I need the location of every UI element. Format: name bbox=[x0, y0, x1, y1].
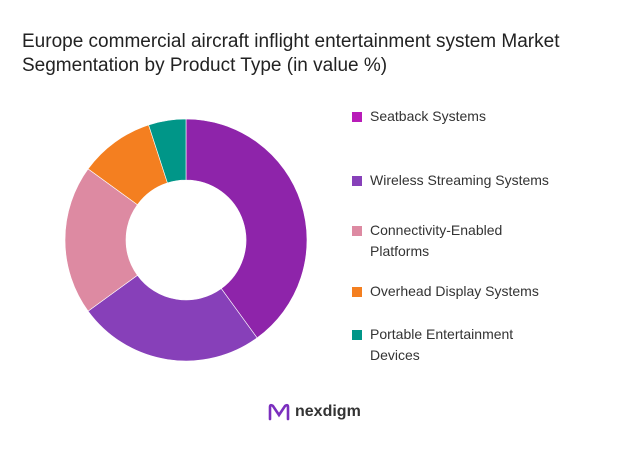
legend-swatch bbox=[352, 330, 362, 340]
legend-label: Overhead Display Systems bbox=[370, 283, 539, 299]
slice-wireless-streaming-systems bbox=[87, 274, 258, 362]
legend-label: Seatback Systems bbox=[370, 108, 486, 124]
legend-label: Wireless Streaming Systems bbox=[370, 172, 549, 188]
legend-swatch bbox=[352, 112, 362, 122]
logo: nexdigm bbox=[268, 403, 361, 421]
legend-item: Portable Entertainment Devices bbox=[352, 324, 545, 366]
chart-title: Europe commercial aircraft inflight ente… bbox=[22, 31, 560, 76]
slice-connectivity-enabled-platforms bbox=[64, 168, 138, 312]
slice-portable-entertainment-devices bbox=[148, 118, 187, 184]
nexdigm-logo-icon bbox=[268, 403, 290, 421]
legend-swatch bbox=[352, 287, 362, 297]
legend-swatch bbox=[352, 176, 362, 186]
legend-label: Connectivity-Enabled Platforms bbox=[370, 222, 503, 259]
legend-item: Seatback Systems bbox=[352, 106, 486, 127]
legend-item: Overhead Display Systems bbox=[352, 281, 539, 302]
slice-seatback-systems bbox=[185, 118, 308, 339]
legend-item: Connectivity-Enabled Platforms bbox=[352, 220, 545, 262]
legend-swatch bbox=[352, 226, 362, 236]
logo-text: nexdigm bbox=[295, 403, 361, 420]
legend-label: Portable Entertainment Devices bbox=[370, 326, 514, 363]
legend-item: Wireless Streaming Systems bbox=[352, 170, 549, 191]
